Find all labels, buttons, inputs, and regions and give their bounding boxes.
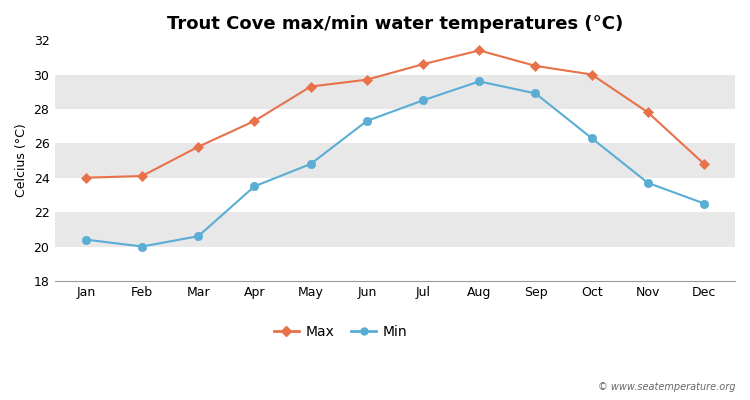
Bar <box>55 178 735 212</box>
Min <box>531 91 540 96</box>
Max <box>644 110 652 115</box>
Max <box>82 175 91 180</box>
Min <box>700 201 709 206</box>
Title: Trout Cove max/min water temperatures (°C): Trout Cove max/min water temperatures (°… <box>166 15 623 33</box>
Bar <box>55 109 735 143</box>
Bar <box>55 212 735 246</box>
Line: Max: Max <box>82 47 707 181</box>
Min <box>250 184 259 189</box>
Min <box>306 162 315 166</box>
Min <box>419 98 428 103</box>
Bar <box>55 40 735 74</box>
Bar <box>55 246 735 281</box>
Max <box>475 48 484 53</box>
Bar <box>55 143 735 178</box>
Max <box>194 144 202 149</box>
Y-axis label: Celcius (°C): Celcius (°C) <box>15 124 28 197</box>
Max <box>137 174 146 178</box>
Legend: Max, Min: Max, Min <box>268 319 413 344</box>
Min <box>587 136 596 140</box>
Max <box>700 162 709 166</box>
Min <box>644 180 652 185</box>
Min <box>475 79 484 84</box>
Min <box>137 244 146 249</box>
Max <box>362 77 371 82</box>
Min <box>362 118 371 123</box>
Max <box>587 72 596 77</box>
Max <box>531 64 540 68</box>
Max <box>250 118 259 123</box>
Line: Min: Min <box>82 77 708 251</box>
Min <box>82 237 91 242</box>
Bar <box>55 74 735 109</box>
Max <box>306 84 315 89</box>
Min <box>194 234 202 238</box>
Text: © www.seatemperature.org: © www.seatemperature.org <box>598 382 735 392</box>
Max <box>419 62 428 66</box>
